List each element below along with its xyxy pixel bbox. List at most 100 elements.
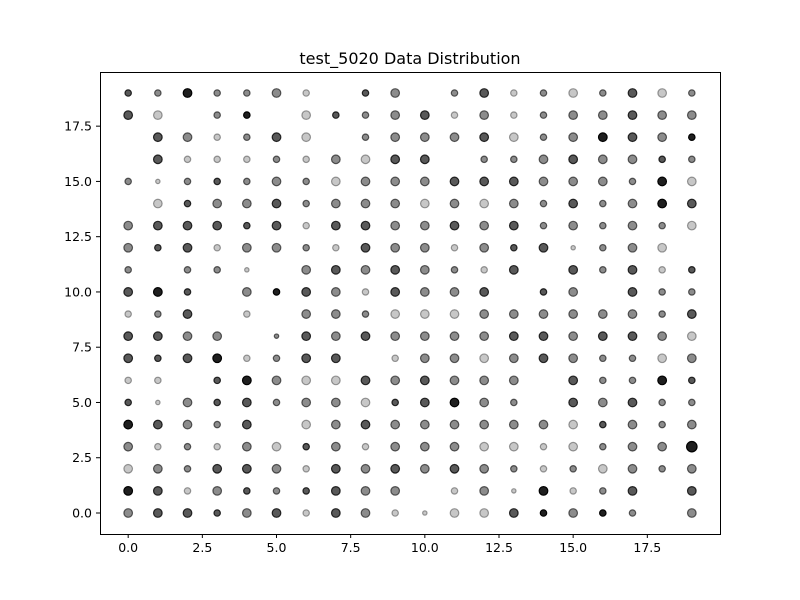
data-point [686,508,697,518]
data-point [658,420,666,429]
data-point [330,176,341,187]
data-point [568,287,579,297]
data-point [124,398,132,407]
data-point [657,375,668,386]
data-point [302,243,310,252]
data-point [450,243,459,252]
data-point [480,155,488,164]
data-point [628,376,637,385]
data-point [627,463,638,474]
data-point [330,441,341,452]
data-point [213,376,221,385]
data-point [360,198,371,209]
data-point [272,288,281,296]
data-point [152,198,163,209]
data-point [627,88,638,98]
data-point [688,288,696,296]
data-point [686,110,697,121]
data-point [539,288,548,296]
data-point [212,353,223,364]
data-point [391,398,399,407]
data-point [183,288,192,296]
data-point [124,177,132,186]
data-point [657,110,668,121]
data-points [123,88,698,518]
data-point [241,375,252,386]
data-point [272,398,281,407]
data-point [568,331,579,342]
data-point [391,354,399,363]
data-point [361,442,370,451]
data-point [479,198,490,209]
data-point [686,176,697,187]
data-point [243,221,251,230]
data-point [155,178,161,185]
data-point [449,375,460,386]
data-point [657,132,668,143]
data-point [330,397,341,408]
data-point [154,310,162,318]
data-point [597,176,608,187]
data-point [658,221,666,230]
data-point [330,264,341,275]
data-point [419,309,430,319]
data-point [154,376,162,385]
data-point [479,485,490,496]
data-point [628,354,637,363]
data-point [241,198,252,209]
data-point [450,487,459,495]
data-point [360,375,371,386]
data-point [568,132,579,143]
data-point [508,309,519,319]
data-point [657,242,668,253]
data-point [688,89,696,97]
data-point [450,89,459,97]
data-point [271,198,282,209]
data-point [657,331,668,342]
data-point [627,331,638,342]
data-point [241,508,252,518]
data-point [479,132,490,143]
data-point [599,442,607,451]
data-point [183,464,192,473]
data-point [241,463,252,474]
data-point [568,419,579,430]
data-point [390,309,401,319]
data-point [508,264,519,275]
data-point [508,220,519,231]
x-tick-label: 12.5 [485,540,513,555]
data-point [627,419,638,430]
data-point [301,132,312,143]
data-point [330,463,341,474]
data-point [449,508,460,518]
data-point [419,132,430,143]
data-point [360,242,371,253]
data-point [599,487,607,495]
data-point [271,176,282,187]
data-point [570,244,576,251]
data-point [213,177,221,186]
x-tick-label: 0.0 [118,540,138,555]
data-point [658,288,666,296]
data-point [419,154,430,165]
data-point [510,111,518,119]
data-point [241,287,252,297]
data-point [154,442,162,451]
data-point [154,243,162,252]
data-point [271,88,282,98]
data-point [152,331,163,342]
y-axis: 0.0 2.5 5.0 7.5 10.0 12.5 15.0 17.5 [64,119,100,521]
data-point [449,220,460,231]
data-point [123,287,134,297]
data-point [686,309,697,319]
data-point [686,220,697,231]
data-point [539,509,548,517]
data-point [390,198,401,209]
y-tick-label: 10.0 [64,284,92,299]
data-point [449,353,460,364]
data-point [686,419,697,430]
data-point [243,354,251,363]
x-axis: 0.0 2.5 5.0 7.5 10.0 12.5 15.0 17.5 [118,534,661,555]
data-point [123,441,134,452]
